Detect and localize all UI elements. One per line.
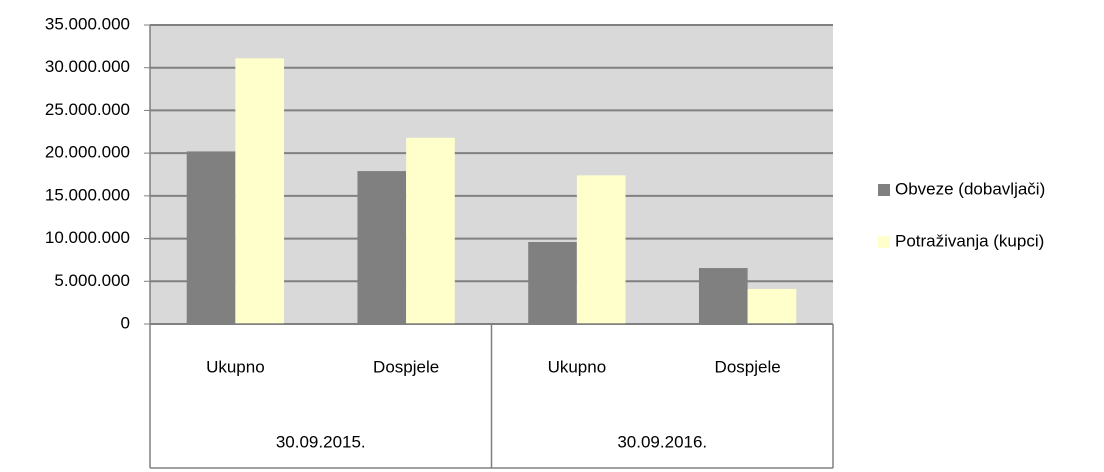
y-tick-label: 0	[121, 313, 130, 332]
group-label: 30.09.2015.	[276, 432, 366, 451]
bar	[576, 175, 626, 324]
x-tick-label: Ukupno	[548, 357, 607, 376]
bar	[528, 241, 577, 324]
x-tick-label: Dospjele	[373, 357, 439, 376]
y-tick-label: 10.000.000	[45, 228, 130, 247]
y-tick-label: 5.000.000	[54, 271, 130, 290]
legend-swatch	[878, 236, 890, 248]
bar	[406, 137, 455, 324]
y-tick-label: 35.000.000	[45, 14, 130, 33]
y-tick-label: 30.000.000	[45, 57, 130, 76]
bar	[698, 268, 748, 324]
bar	[186, 151, 236, 324]
legend-swatch	[878, 184, 890, 196]
bar	[747, 288, 797, 324]
x-tick-label: Dospjele	[715, 357, 781, 376]
group-label: 30.09.2016.	[617, 432, 707, 451]
bar	[235, 58, 285, 325]
x-tick-label: Ukupno	[206, 357, 265, 376]
legend-label: Obveze (dobavljači)	[895, 179, 1045, 198]
bar	[357, 171, 407, 324]
y-tick-label: 15.000.000	[45, 185, 130, 204]
y-tick-label: 25.000.000	[45, 100, 130, 119]
legend-label: Potraživanja (kupci)	[895, 231, 1044, 250]
y-tick-label: 20.000.000	[45, 143, 130, 162]
